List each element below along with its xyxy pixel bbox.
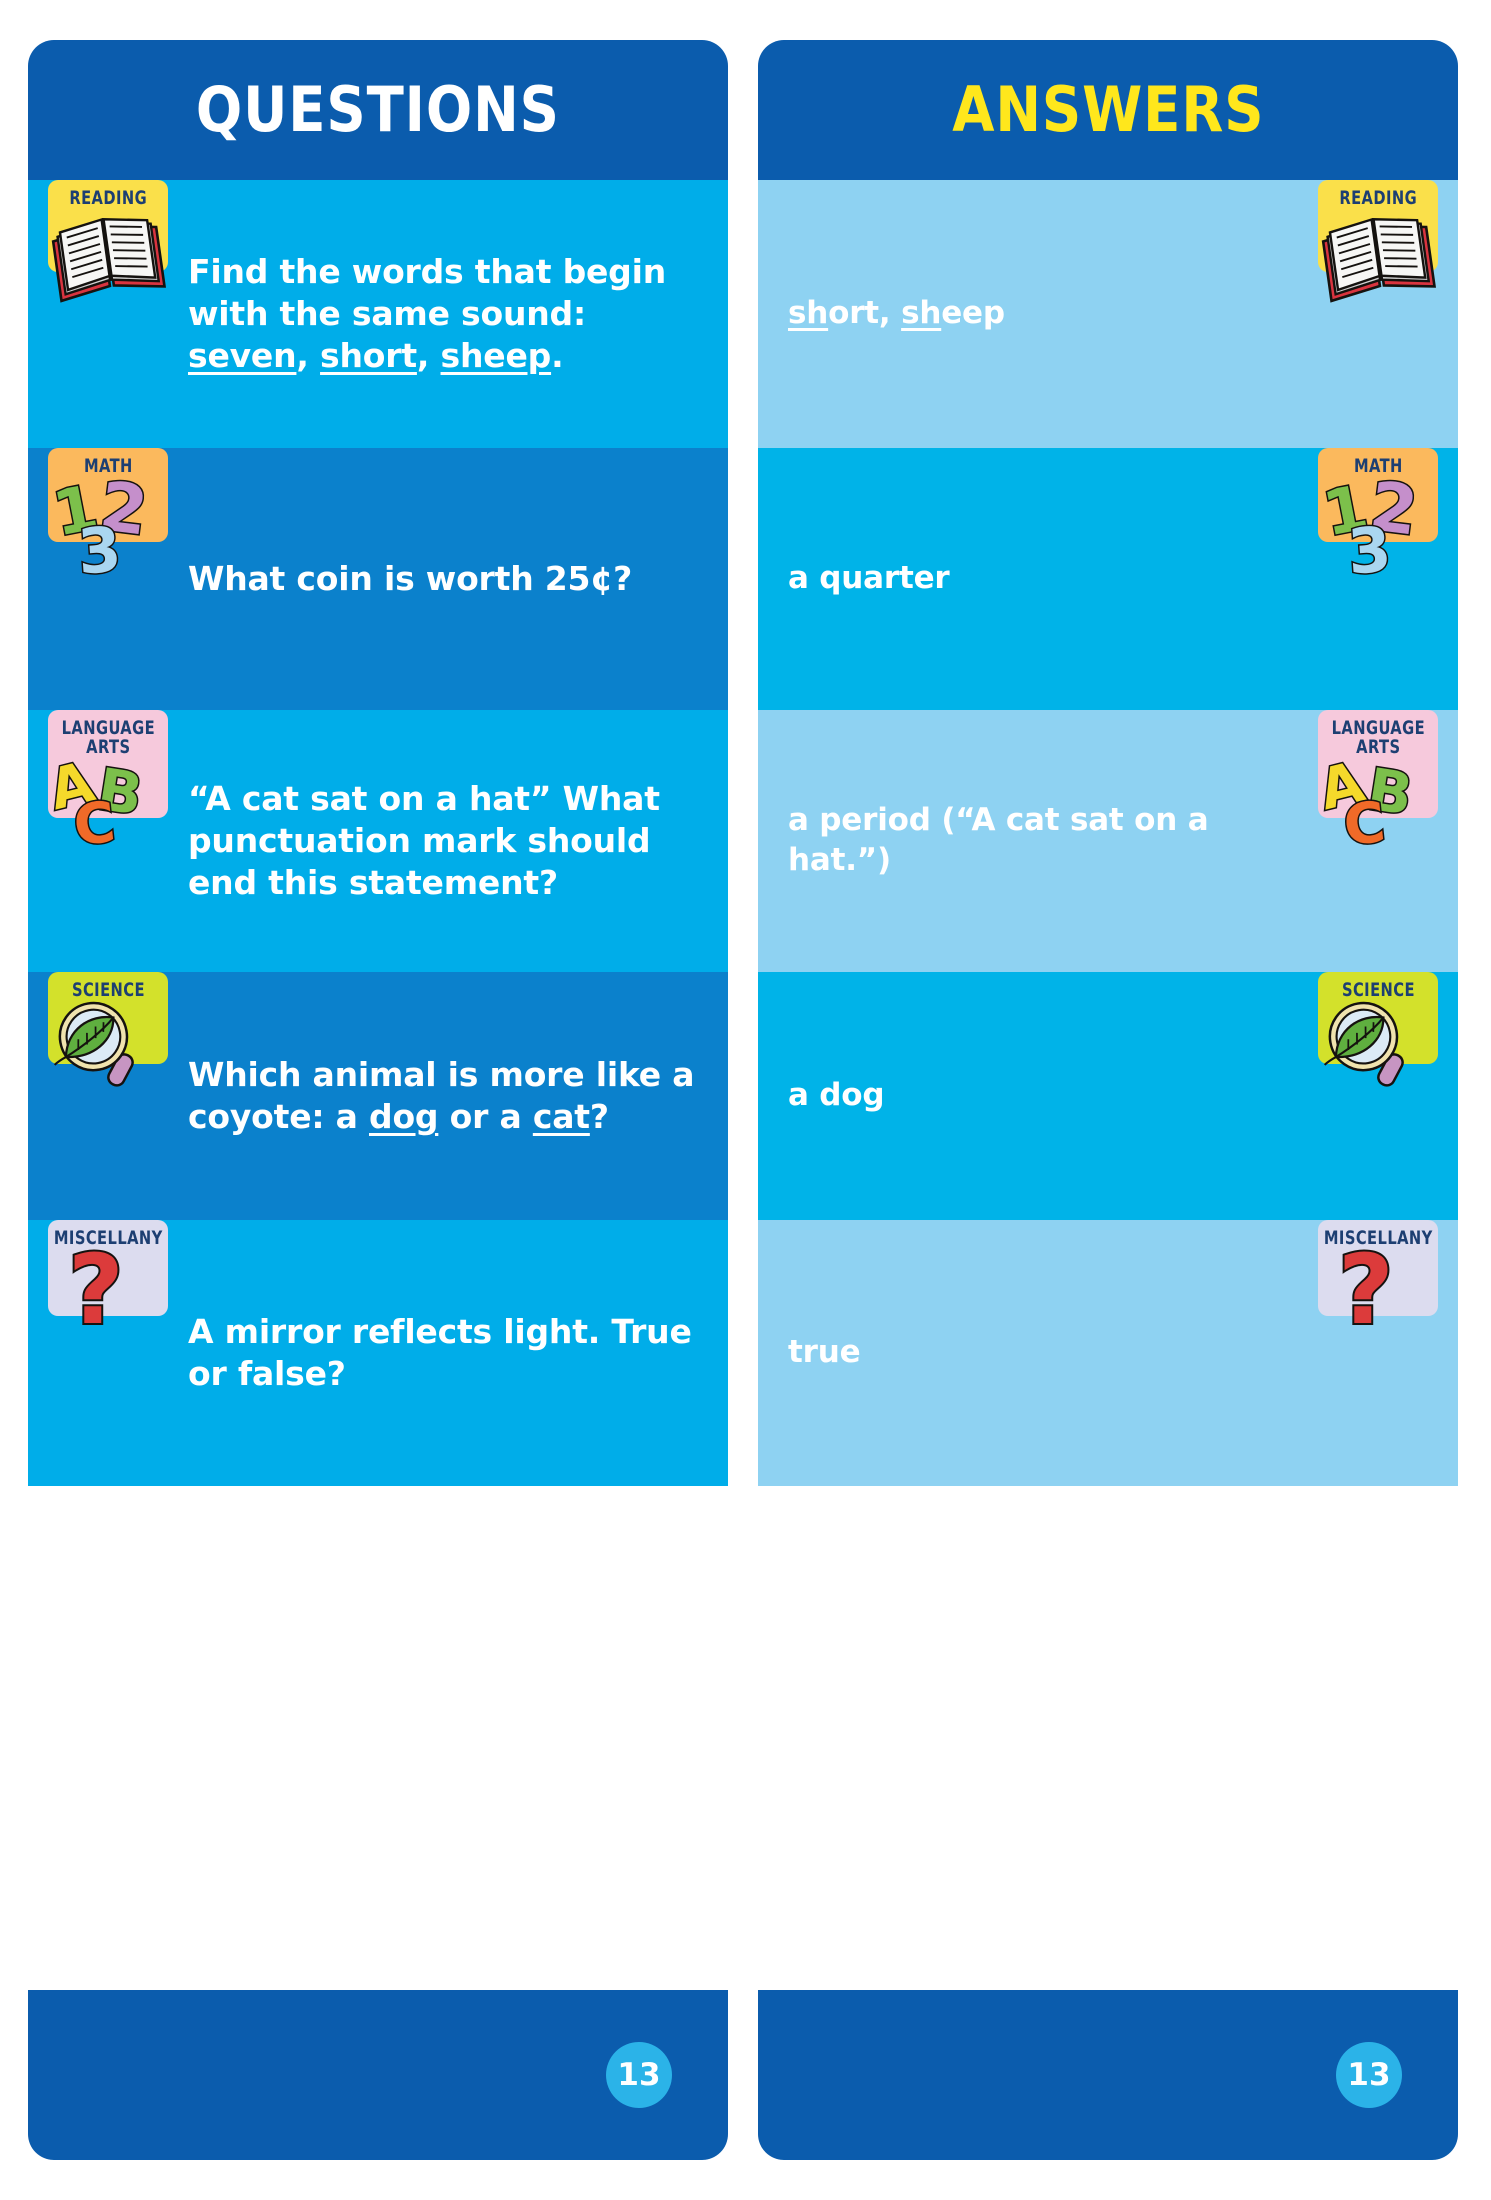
subject-label: LANGUAGE ARTS bbox=[61, 717, 155, 759]
magnifying-glass-leaf-icon bbox=[1318, 1000, 1438, 1088]
question-text: Find the words that begin with the same … bbox=[188, 251, 667, 376]
answer-text: a dog bbox=[788, 1077, 885, 1114]
badge-slot-science: SCIENCE bbox=[1298, 972, 1458, 1220]
question-text: Which animal is more like a coyote: a do… bbox=[188, 1054, 695, 1136]
magnifying-glass-leaf-icon bbox=[48, 1000, 168, 1088]
question-row-science: SCIENCE bbox=[28, 972, 728, 1220]
subject-label: MISCELLANY bbox=[1323, 1227, 1433, 1249]
answers-card: ANSWERS short, sheep READING bbox=[758, 40, 1458, 2160]
question-row-miscellany: MISCELLANY ? A mirror reflects light. Tr… bbox=[28, 1220, 728, 1486]
subject-badge-language-arts: LANGUAGE ARTS A B C bbox=[41, 710, 168, 860]
subject-badge-math: MATH 1 2 3 bbox=[1316, 448, 1438, 590]
subject-badge-miscellany: MISCELLANY ? bbox=[1318, 1220, 1438, 1347]
page-number-badge: 13 bbox=[1336, 2042, 1402, 2108]
badge-slot-science: SCIENCE bbox=[28, 972, 188, 1220]
badge-slot-reading: READING bbox=[1298, 180, 1458, 448]
questions-card: QUESTIONS READING bbox=[28, 40, 728, 2160]
badge-slot-reading: READING bbox=[28, 180, 188, 448]
badge-slot-language-arts: LANGUAGE ARTS A B C bbox=[1298, 710, 1458, 972]
question-text: What coin is worth 25¢? bbox=[188, 558, 633, 598]
subject-label: SCIENCE bbox=[1341, 979, 1415, 1001]
subject-badge-science: SCIENCE bbox=[48, 972, 168, 1088]
subject-badge-reading: READING bbox=[1318, 180, 1438, 303]
answer-row-miscellany: true MISCELLANY ? bbox=[758, 1220, 1458, 1486]
open-book-icon bbox=[1318, 208, 1438, 303]
page-number-badge: 13 bbox=[606, 2042, 672, 2108]
question-mark-icon: ? bbox=[1336, 1234, 1396, 1347]
question-text: A mirror reflects light. True or false? bbox=[188, 1311, 692, 1393]
answer-text: a quarter bbox=[788, 560, 950, 597]
question-text: “A cat sat on a hat” What punctuation ma… bbox=[188, 778, 660, 903]
question-mark-icon: ? bbox=[66, 1234, 126, 1347]
letters-abc-icon: A B C bbox=[1311, 748, 1418, 860]
answer-text: true bbox=[788, 1334, 861, 1371]
badge-slot-miscellany: MISCELLANY ? bbox=[28, 1220, 188, 1486]
numbers-123-icon: 1 2 3 bbox=[46, 466, 154, 590]
answer-text: short, sheep bbox=[788, 295, 1005, 332]
answer-row-science: a dog SCIENCE bbox=[758, 972, 1458, 1220]
answers-header: ANSWERS bbox=[758, 40, 1458, 180]
subject-badge-reading: READING bbox=[48, 180, 168, 303]
subject-badge-language-arts: LANGUAGE ARTS A B C bbox=[1311, 710, 1438, 860]
numbers-123-icon: 1 2 3 bbox=[1316, 466, 1424, 590]
question-row-language-arts: LANGUAGE ARTS A B C “A cat sat on a hat”… bbox=[28, 710, 728, 972]
questions-rows: READING bbox=[28, 180, 728, 1990]
badge-slot-miscellany: MISCELLANY ? bbox=[1298, 1220, 1458, 1486]
subject-label: READING bbox=[1339, 187, 1417, 209]
subject-label: READING bbox=[69, 187, 147, 209]
subject-badge-miscellany: MISCELLANY ? bbox=[48, 1220, 168, 1347]
subject-badge-science: SCIENCE bbox=[1318, 972, 1438, 1088]
question-row-math: MATH 1 2 3 What coin is worth 25¢? bbox=[28, 448, 728, 710]
badge-slot-math: MATH 1 2 3 bbox=[28, 448, 188, 710]
subject-badge-math: MATH 1 2 3 bbox=[46, 448, 168, 590]
subject-label: MISCELLANY bbox=[53, 1227, 163, 1249]
answers-footer: 13 bbox=[758, 1990, 1458, 2160]
questions-title: QUESTIONS bbox=[195, 73, 561, 146]
subject-label: SCIENCE bbox=[71, 979, 145, 1001]
questions-footer: 13 bbox=[28, 1990, 728, 2160]
questions-header: QUESTIONS bbox=[28, 40, 728, 180]
answer-row-reading: short, sheep READING bbox=[758, 180, 1458, 448]
open-book-icon bbox=[48, 208, 168, 303]
badge-slot-math: MATH 1 2 3 bbox=[1298, 448, 1458, 710]
answers-rows: short, sheep READING bbox=[758, 180, 1458, 1990]
subject-label: LANGUAGE ARTS bbox=[1331, 717, 1425, 759]
answer-row-math: a quarter MATH 1 2 3 bbox=[758, 448, 1458, 710]
answer-row-language-arts: a period (“A cat sat on a hat.”) LANGUAG… bbox=[758, 710, 1458, 972]
answer-text: a period (“A cat sat on a hat.”) bbox=[788, 802, 1209, 878]
answers-title: ANSWERS bbox=[951, 73, 1265, 146]
subject-label: MATH bbox=[83, 455, 133, 477]
subject-label: MATH bbox=[1353, 455, 1403, 477]
letters-abc-icon: A B C bbox=[41, 748, 148, 860]
badge-slot-language-arts: LANGUAGE ARTS A B C bbox=[28, 710, 188, 972]
question-row-reading: READING bbox=[28, 180, 728, 448]
